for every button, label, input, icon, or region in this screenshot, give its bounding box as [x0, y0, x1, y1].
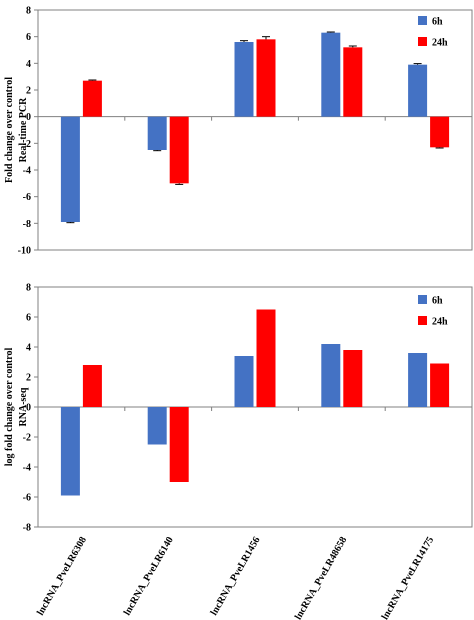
y-tick-label: -4	[23, 463, 31, 474]
y-tick-label: 0	[26, 403, 31, 414]
bar-6h	[60, 116, 80, 222]
legend-swatch-6h	[418, 295, 427, 304]
bar-6h	[234, 356, 254, 407]
y-tick-label: 2	[26, 86, 31, 97]
bar-24h	[82, 80, 102, 117]
bar-24h	[343, 350, 363, 407]
bar-6h	[234, 42, 254, 117]
panel-realtime-pcr: -10 -8 -6 -4 -2 0 2 4 6 8 Fold change over control…	[4, 6, 473, 257]
bar-6h	[321, 344, 341, 407]
legend-swatch-24h	[418, 316, 427, 325]
category-label: lncRNA_PveLR14175	[380, 535, 436, 620]
bar-6h	[321, 32, 341, 117]
y-tick-label: -6	[23, 493, 31, 504]
y-axis-label: log fold change over control	[4, 348, 15, 467]
bar-6h	[147, 407, 167, 445]
y-tick-label: 8	[26, 6, 31, 17]
y-tick-label: 6	[26, 32, 31, 43]
bar-24h	[169, 407, 189, 482]
bar-6h	[60, 407, 80, 496]
y-tick-label: -8	[23, 219, 31, 230]
y-tick-label: -10	[18, 246, 31, 257]
legend-label-6h: 6h	[432, 17, 443, 28]
y-tick-label: -2	[23, 139, 31, 150]
bar-24h	[82, 365, 102, 407]
y-tick-label: -8	[23, 523, 31, 534]
plot-frame	[37, 9, 473, 251]
bar-24h	[343, 47, 363, 117]
y-tick-label: 8	[26, 283, 31, 294]
y-tick-label: 6	[26, 313, 31, 324]
y-tick-label: 4	[26, 343, 31, 354]
category-label: lncRNA_PveLR6308	[35, 535, 89, 617]
bar-24h	[256, 309, 276, 407]
legend-label-6h: 6h	[432, 296, 443, 307]
bar-24h	[169, 116, 189, 184]
legend-label-24h: 24h	[432, 38, 448, 49]
bar-6h	[147, 116, 167, 150]
bar-6h	[408, 353, 428, 407]
category-label: lncRNA_PveLR1456	[209, 535, 263, 617]
y-tick-label: 2	[26, 373, 31, 384]
y-tick-label: 4	[26, 59, 31, 70]
category-label: lncRNA_PveLR6140	[122, 535, 176, 617]
y-tick-label: -6	[23, 192, 31, 203]
panel-rna-seq: -8 -6 -4 -2 0 2 4 6 8 log fold change over contro…	[4, 283, 473, 620]
y-axis-label: Fold change over control	[4, 77, 15, 183]
legend-swatch-6h	[418, 16, 427, 25]
y-axis-label: RNA-seq	[18, 387, 29, 426]
y-tick-label: 0	[26, 112, 31, 123]
bar-6h	[408, 64, 428, 117]
y-axis-label: Real-time PCR	[18, 97, 29, 162]
bar-24h	[256, 39, 276, 117]
legend-label-24h: 24h	[432, 317, 448, 328]
bar-24h	[430, 116, 450, 148]
bar-24h	[430, 363, 450, 407]
legend-swatch-24h	[418, 37, 427, 46]
y-tick-label: -4	[23, 166, 31, 177]
y-tick-label: -2	[23, 433, 31, 444]
category-label: lncRNA_PveLR48658	[293, 535, 349, 620]
